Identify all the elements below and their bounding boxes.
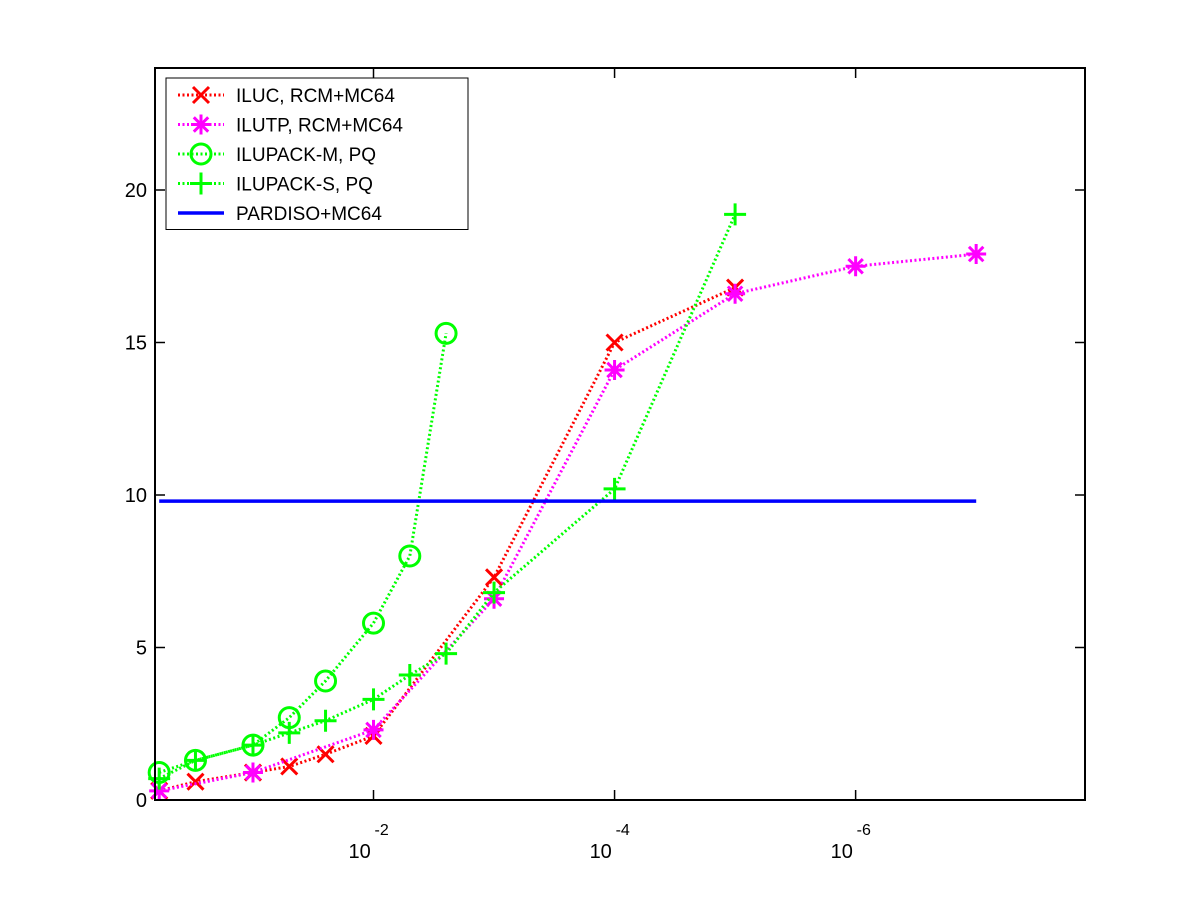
asterisk-marker <box>604 359 625 380</box>
series-line <box>158 213 737 780</box>
plus-marker <box>724 203 747 226</box>
x-marker <box>484 568 504 587</box>
plus-marker <box>184 749 207 772</box>
x-tick-label-exponent: -6 <box>857 822 871 839</box>
plus-marker <box>435 642 458 665</box>
asterisk-marker <box>966 244 987 265</box>
plus-marker <box>603 477 626 500</box>
circle-marker <box>398 544 422 568</box>
circle-marker <box>362 611 386 635</box>
asterisk-marker <box>191 114 211 135</box>
plus-marker <box>190 172 212 195</box>
asterisk-marker <box>149 780 170 801</box>
circle-marker <box>189 142 213 166</box>
x-marker <box>280 757 299 776</box>
plus-marker <box>483 581 506 604</box>
plot-area <box>147 203 987 801</box>
plus-marker <box>148 767 171 790</box>
y-tick-label: 10 <box>125 485 147 507</box>
x-marker <box>605 333 624 352</box>
y-tick-label: 0 <box>136 790 147 812</box>
circle-marker <box>314 669 338 693</box>
plus-marker <box>398 663 421 686</box>
x-tick-label-exponent: -2 <box>375 822 389 839</box>
legend-label: PARDISO+MC64 <box>236 204 382 225</box>
legend-label: ILUPACK-S, PQ <box>236 175 373 196</box>
series-3 <box>148 203 747 790</box>
x-tick-label-base: 10 <box>590 841 612 863</box>
plus-marker <box>362 688 385 711</box>
asterisk-marker <box>242 762 263 783</box>
legend-box <box>165 77 469 230</box>
x-tick-label-base: 10 <box>831 841 853 863</box>
y-tick-label: 20 <box>125 180 147 202</box>
series-line <box>158 252 977 793</box>
series-line <box>158 333 448 774</box>
legend-label: ILUTP, RCM+MC64 <box>236 116 403 137</box>
x-tick-label-base: 10 <box>349 841 371 863</box>
circle-marker <box>434 321 458 345</box>
x-marker <box>186 772 205 791</box>
axes-frame <box>154 67 1086 801</box>
y-tick-label: 15 <box>125 333 147 355</box>
x-marker <box>191 85 211 105</box>
legend-label: ILUPACK-M, PQ <box>236 145 376 166</box>
asterisk-marker <box>725 283 746 304</box>
y-tick-label: 5 <box>136 638 147 660</box>
plus-marker <box>278 721 301 744</box>
x-tick-label-exponent: -4 <box>616 822 630 839</box>
plus-marker <box>241 734 264 757</box>
asterisk-marker <box>363 719 384 740</box>
asterisk-marker <box>845 256 866 277</box>
legend: ILUC, RCM+MC64 ILUTP, RCM+MC64 ILUPACK-M, … <box>165 77 469 230</box>
plus-marker <box>314 709 337 732</box>
legend-label: ILUC, RCM+MC64 <box>236 86 395 107</box>
